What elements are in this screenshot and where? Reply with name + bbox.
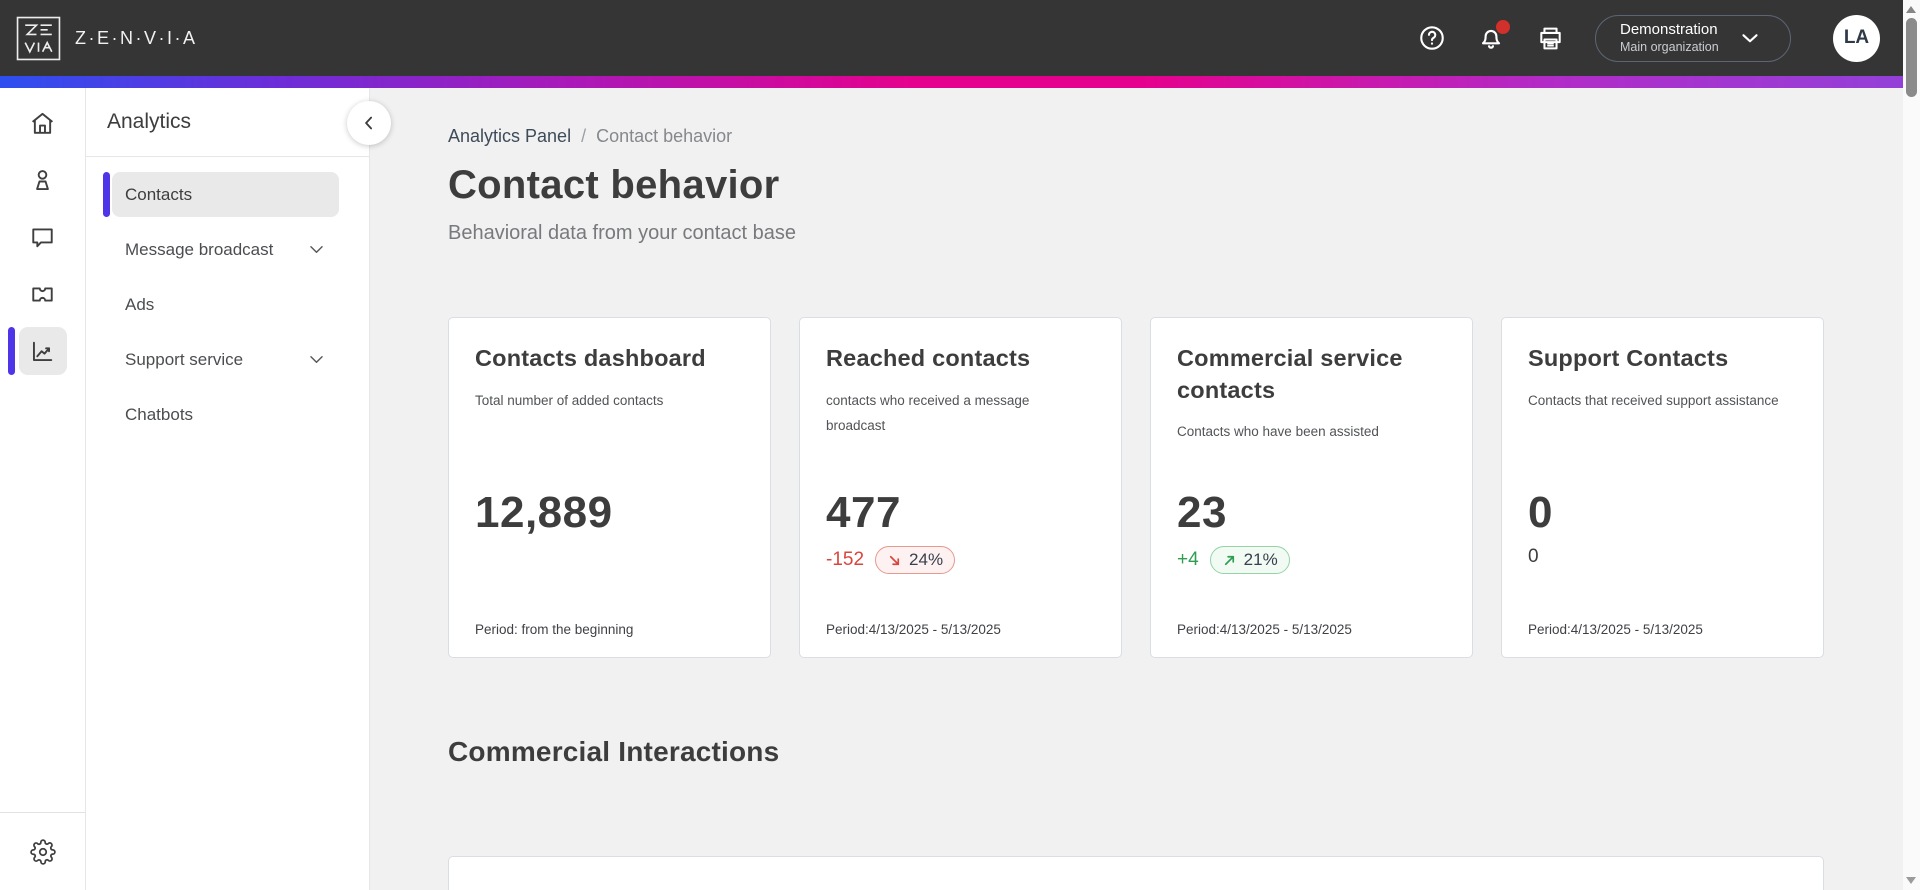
chevron-down-icon — [1737, 25, 1763, 51]
notifications-button[interactable] — [1476, 20, 1510, 53]
sidebar-item-label: Support service — [125, 349, 244, 369]
card-value: 12,889 — [475, 488, 613, 537]
arrow-up-right-icon — [1222, 553, 1237, 568]
analytics-panel-sidebar: Analytics Contacts Message broadcast — [86, 88, 391, 890]
card-title: Commercial service contacts — [1177, 345, 1403, 403]
rail-item-analytics[interactable] — [7, 327, 67, 375]
sidebar-item-support-service[interactable]: Support service — [112, 337, 339, 382]
card-subtitle: Contacts who have been assisted — [1177, 424, 1379, 440]
chevron-down-icon — [307, 240, 326, 259]
trend-percent: 24% — [909, 550, 944, 569]
card-title: Support Contacts — [1528, 345, 1729, 371]
card-delta-row: 0 — [1528, 546, 1539, 568]
home-icon — [29, 110, 56, 137]
chevron-down-icon — [307, 350, 326, 369]
rail-item-contacts[interactable] — [19, 156, 67, 204]
bell-icon — [1476, 23, 1506, 53]
card-reached-contacts: Reached contacts contacts who received a… — [799, 317, 1122, 658]
chevron-left-icon — [359, 113, 379, 133]
panel-nav: Contacts Message broadcast Ads Support s… — [86, 157, 369, 437]
card-subtitle: Contacts that received support assistanc… — [1528, 392, 1779, 408]
trend-badge-down: 24% — [875, 546, 956, 574]
gear-icon — [29, 838, 56, 865]
rail-item-home[interactable] — [19, 99, 67, 147]
chat-bubble-icon — [29, 224, 56, 251]
breadcrumb-analytics-panel[interactable]: Analytics Panel — [448, 126, 572, 146]
sidebar-item-label: Message broadcast — [125, 239, 274, 259]
icon-rail — [0, 88, 86, 890]
card-value: 0 — [1528, 488, 1553, 537]
delta-value: -152 — [826, 549, 865, 570]
rail-item-tickets[interactable] — [19, 270, 67, 318]
sidebar-item-label: Ads — [125, 294, 155, 314]
sidebar-item-label: Contacts — [125, 184, 193, 204]
brand-name: Z·E·N·V·I·A — [75, 27, 198, 48]
brand-logo[interactable]: Z·E·N·V·I·A — [16, 16, 197, 61]
commercial-interactions-card — [448, 856, 1824, 890]
question-circle-icon — [1418, 24, 1446, 52]
print-button[interactable] — [1536, 24, 1565, 53]
card-subtitle: Total number of added contacts — [475, 392, 664, 408]
main-content: Analytics Panel / Contact behavior Conta… — [370, 88, 1903, 890]
content-row: Analytics Contacts Message broadcast — [0, 88, 1903, 890]
avatar[interactable]: LA — [1833, 14, 1880, 62]
card-delta-row: +4 21% — [1177, 546, 1290, 574]
card-subtitle: contacts who received a message broadcas… — [826, 392, 1030, 434]
sidebar-item-label: Chatbots — [125, 404, 194, 424]
zenvia-maze-logo-icon — [16, 16, 61, 61]
delta-value: 0 — [1528, 546, 1539, 567]
sidebar-item-chatbots[interactable]: Chatbots — [112, 392, 339, 437]
sidebar-collapse-button[interactable] — [347, 101, 391, 145]
card-contacts-dashboard: Contacts dashboard Total number of added… — [448, 317, 771, 658]
notification-dot — [1496, 20, 1510, 34]
printer-icon — [1536, 24, 1565, 53]
sidebar-item-contacts[interactable]: Contacts — [103, 172, 339, 217]
breadcrumb: Analytics Panel / Contact behavior — [448, 88, 1903, 147]
organization-subtitle: Main organization — [1620, 39, 1719, 54]
scrollbar-up-arrow[interactable] — [1906, 6, 1916, 13]
scrollbar-down-arrow[interactable] — [1906, 877, 1916, 884]
breadcrumb-current: Contact behavior — [596, 126, 733, 146]
trend-percent: 21% — [1243, 550, 1278, 569]
trend-badge-up: 21% — [1209, 546, 1290, 574]
card-commercial-service-contacts: Commercial service contacts Contacts who… — [1150, 317, 1473, 658]
card-title: Contacts dashboard — [475, 345, 706, 371]
card-delta-row: -152 24% — [826, 546, 956, 574]
rail-item-settings[interactable] — [19, 828, 67, 876]
brand-gradient-bar — [0, 76, 1903, 88]
scrollbar-thumb[interactable] — [1906, 18, 1917, 97]
section-heading-commercial-interactions: Commercial Interactions — [448, 736, 780, 767]
sidebar-item-message-broadcast[interactable]: Message broadcast — [112, 227, 339, 272]
help-button[interactable] — [1418, 24, 1446, 52]
page-subtitle: Behavioral data from your contact base — [448, 222, 796, 244]
rail-item-conversations[interactable] — [19, 213, 67, 261]
top-bar-actions: Demonstration Main organization LA — [1418, 14, 1880, 62]
line-chart-icon — [29, 338, 56, 365]
person-icon — [29, 167, 56, 194]
arrow-down-right-icon — [887, 553, 902, 568]
card-period: Period:4/13/2025 - 5/13/2025 — [1177, 622, 1352, 637]
top-bar: Z·E·N·V·I·A — [0, 0, 1903, 76]
card-support-contacts: Support Contacts Contacts that received … — [1501, 317, 1824, 658]
organization-switcher[interactable]: Demonstration Main organization — [1595, 14, 1791, 62]
organization-name: Demonstration — [1620, 20, 1718, 38]
ticket-icon — [29, 281, 56, 308]
delta-value: +4 — [1177, 549, 1199, 570]
card-period: Period:4/13/2025 - 5/13/2025 — [826, 622, 1001, 637]
page-title: Contact behavior — [448, 163, 780, 207]
vertical-scrollbar[interactable] — [1903, 0, 1920, 890]
sidebar-item-ads[interactable]: Ads — [112, 282, 339, 327]
card-value: 23 — [1177, 488, 1227, 537]
panel-title: Analytics — [86, 88, 369, 157]
card-value: 477 — [826, 488, 901, 537]
card-title: Reached contacts — [826, 345, 1031, 371]
card-period: Period: from the beginning — [475, 622, 634, 637]
card-period: Period:4/13/2025 - 5/13/2025 — [1528, 622, 1703, 637]
breadcrumb-separator: / — [581, 126, 587, 146]
metric-cards-row: Contacts dashboard Total number of added… — [448, 317, 1903, 658]
